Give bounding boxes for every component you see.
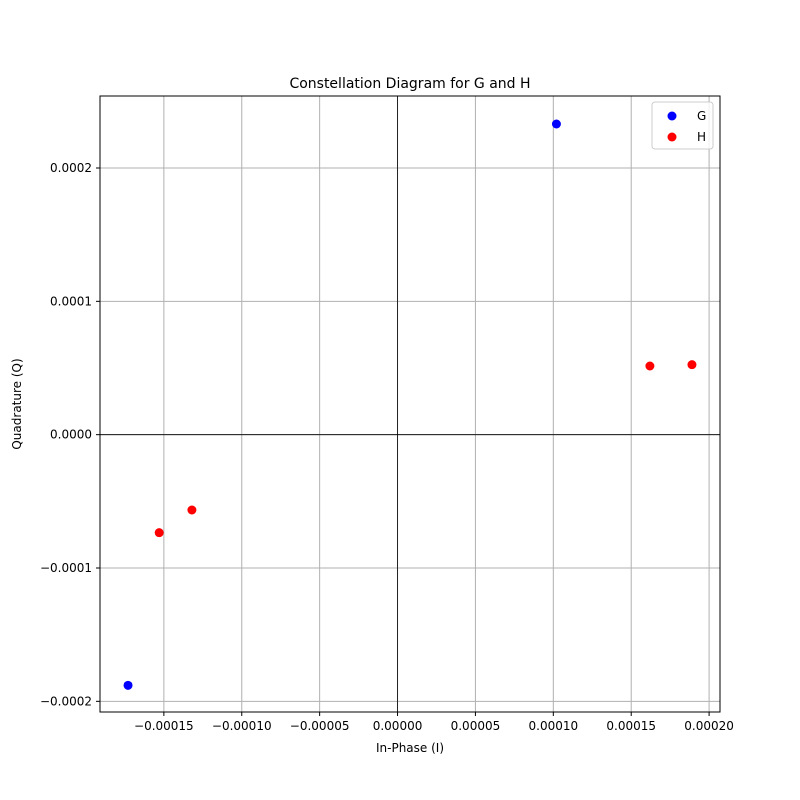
x-tick-label: 0.00020 [684, 719, 734, 733]
zero-lines [100, 96, 720, 712]
legend: G H [651, 101, 714, 150]
point-h [187, 505, 197, 515]
x-axis-label: In-Phase (I) [376, 741, 444, 755]
data-points [123, 119, 697, 690]
x-axis-ticks: −0.00015 −0.00010 −0.00005 0.00000 0.00005 0.… [134, 712, 734, 733]
y-tick-label: 0.0001 [50, 294, 92, 308]
plot-frame [99, 95, 721, 713]
x-tick-label: 0.00005 [451, 719, 501, 733]
x-tick-label: −0.00010 [212, 719, 272, 733]
point-h [154, 528, 164, 538]
legend-label-g: G [697, 109, 706, 123]
y-axis-ticks: −0.0002 −0.0001 0.0000 0.0001 0.0002 [40, 161, 100, 708]
y-tick-label: 0.0002 [50, 161, 92, 175]
x-tick-label: 0.00015 [606, 719, 656, 733]
point-h [645, 361, 655, 371]
legend-label-h: H [697, 130, 706, 144]
y-axis-label: Quadrature (Q) [10, 358, 24, 449]
y-tick-label: −0.0002 [40, 694, 92, 708]
point-g [551, 119, 561, 129]
legend-marker-g [667, 111, 677, 121]
x-tick-label: −0.00015 [134, 719, 194, 733]
x-tick-label: 0.00000 [373, 719, 423, 733]
point-h [687, 360, 697, 370]
chart-title: Constellation Diagram for G and H [289, 76, 530, 92]
y-tick-label: −0.0001 [40, 561, 92, 575]
y-tick-label: 0.0000 [50, 428, 92, 442]
x-tick-label: 0.00010 [529, 719, 579, 733]
legend-marker-h [667, 132, 677, 142]
x-tick-label: −0.00005 [290, 719, 350, 733]
point-g [123, 680, 133, 690]
legend-box [651, 101, 714, 150]
grid-lines [100, 96, 720, 712]
